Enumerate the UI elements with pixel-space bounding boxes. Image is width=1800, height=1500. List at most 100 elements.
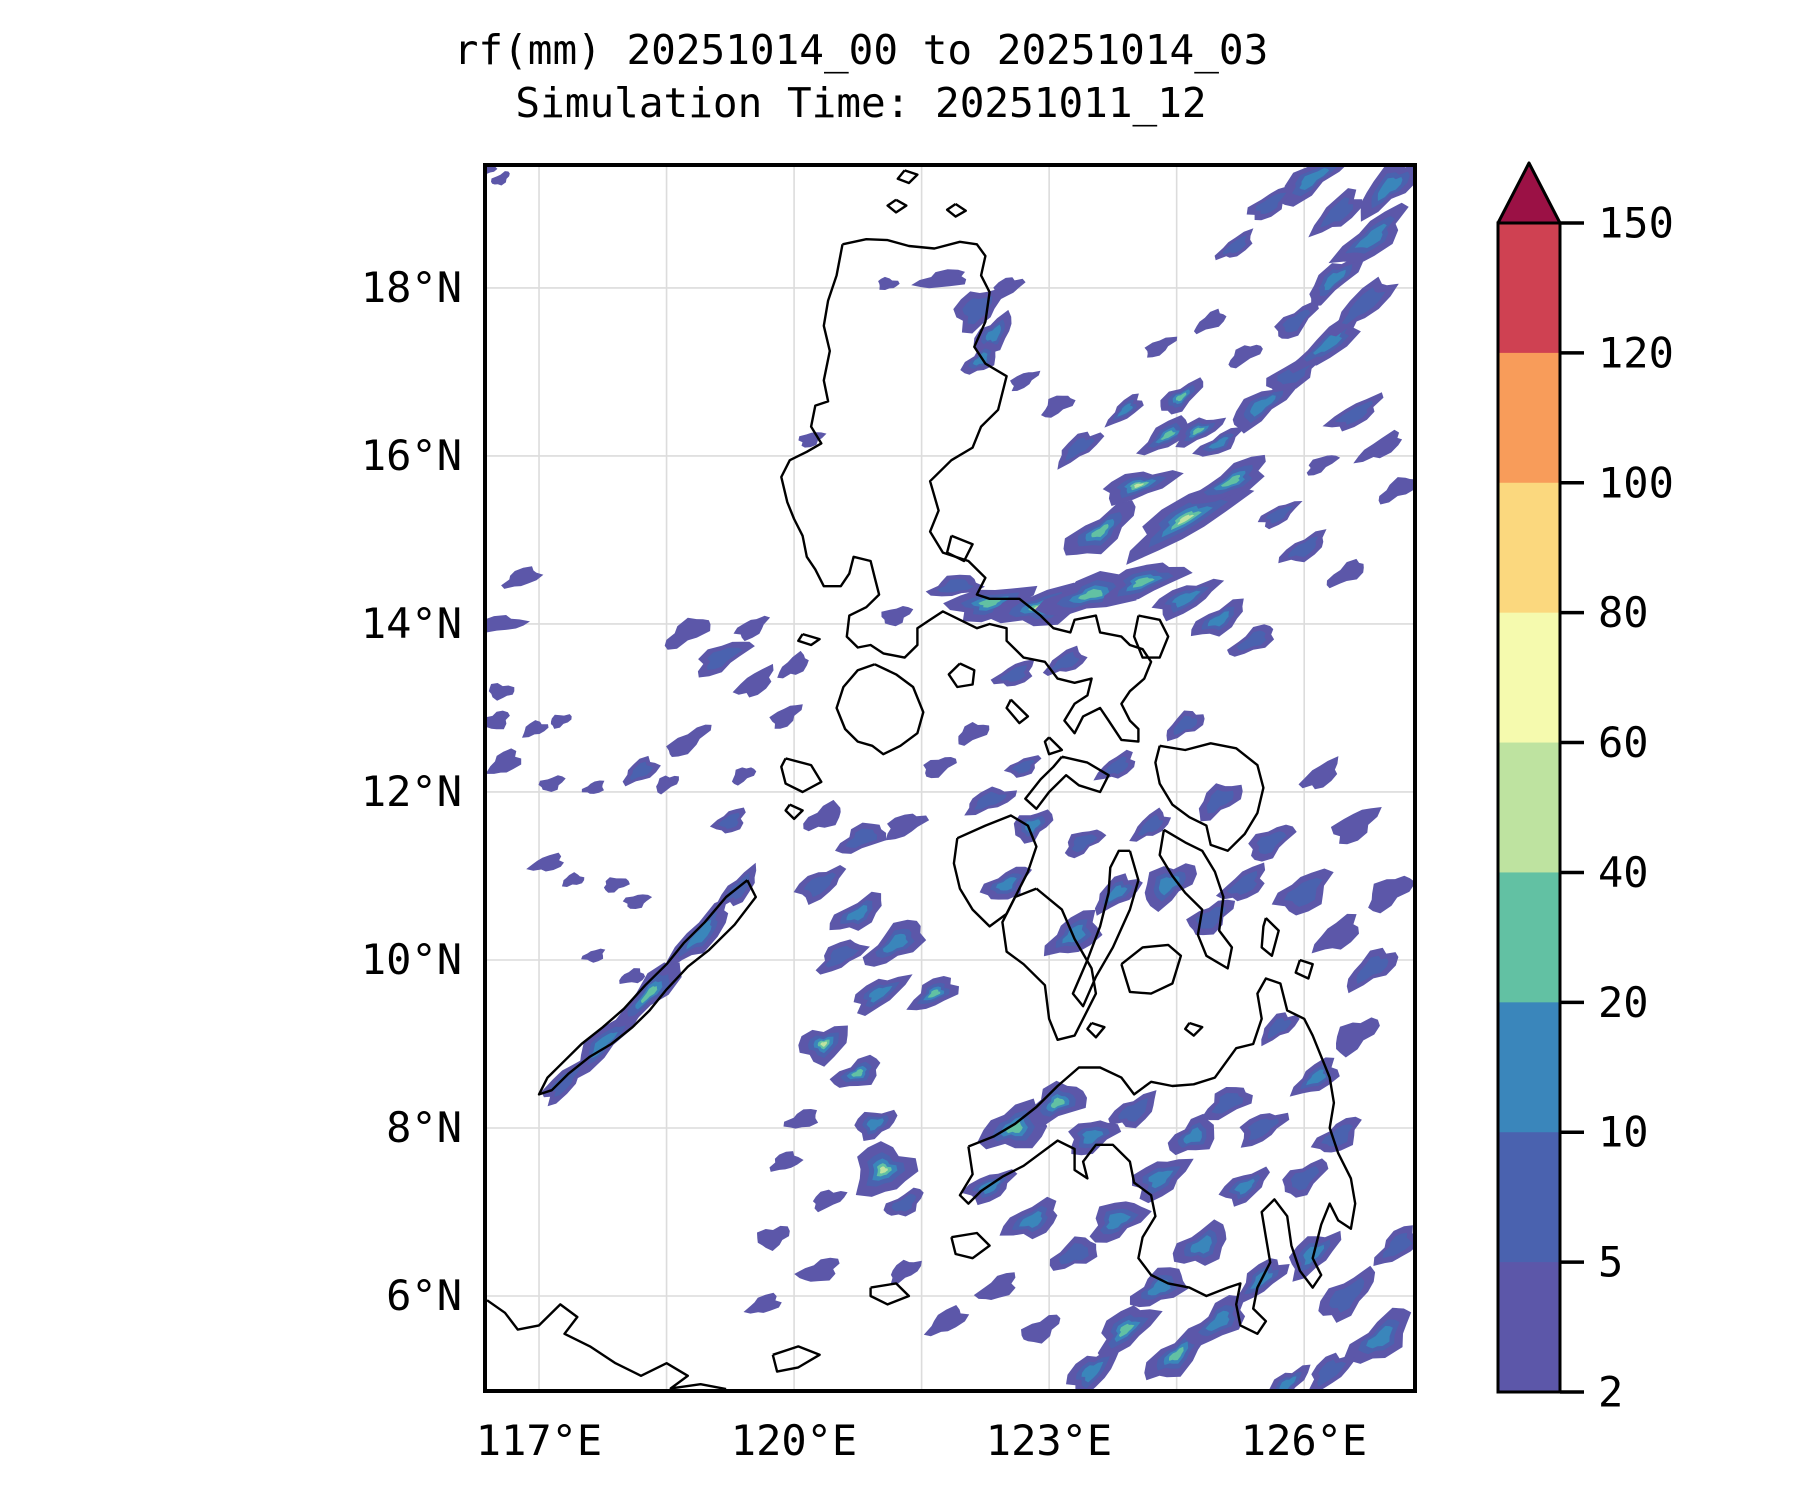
rain-contour (1211, 1093, 1244, 1114)
rain-contour (1284, 877, 1323, 907)
rain-contour (1330, 807, 1382, 845)
rain-contour (1147, 1279, 1171, 1296)
coastline-path (487, 1299, 727, 1389)
rain-contour (526, 852, 564, 872)
rain-contour (1207, 611, 1229, 627)
rain-contour (581, 948, 606, 963)
rain-contour (603, 877, 630, 893)
x-tick-label: 120°E (730, 1416, 858, 1465)
rain-contour (1011, 759, 1035, 774)
rain-contour (973, 791, 1007, 810)
coastline-path (1043, 736, 1064, 756)
rain-contour (1222, 235, 1247, 255)
rain-contour (641, 986, 658, 1004)
rain-contour (1354, 223, 1387, 248)
coastlines (487, 169, 1357, 1389)
rain-contour (1288, 536, 1318, 558)
rain-contour (1226, 870, 1258, 895)
coastline-path (1086, 1021, 1106, 1039)
rain-contour (999, 665, 1028, 682)
rain-contour (717, 812, 740, 829)
rain-contour (707, 647, 743, 670)
rain-contour (1208, 437, 1229, 449)
rain-contour (803, 872, 837, 898)
rain-contour (1319, 197, 1354, 228)
rain-contour (1041, 395, 1076, 418)
coastline-path (950, 1231, 991, 1260)
colorbar-tick-label: 80 (1598, 588, 1649, 637)
colorbar-segment (1498, 1002, 1560, 1133)
colorbar-segment (1498, 223, 1560, 354)
colorbar-segment (1498, 1132, 1560, 1263)
rain-contour (1065, 437, 1095, 462)
rain-contour (911, 269, 967, 289)
rain-contour (1306, 455, 1341, 476)
rain-contour (1220, 474, 1241, 487)
colorbar-tick-label: 120 (1598, 328, 1674, 377)
rain-contour (1378, 477, 1413, 505)
rain-contour (1108, 885, 1128, 902)
rain-contour (1192, 427, 1205, 435)
coastline-path (869, 1282, 911, 1306)
rain-contour (561, 872, 585, 887)
coastline-path (1005, 698, 1030, 725)
rain-contour (1106, 1212, 1131, 1230)
rain-contour (1255, 192, 1287, 214)
rain-contour (732, 663, 774, 698)
x-tick-label: 126°E (1240, 1416, 1368, 1465)
rain-contour (825, 945, 859, 968)
rain-contour (1282, 309, 1311, 333)
rain-contour (550, 714, 572, 729)
colorbar-over-arrow (1496, 161, 1562, 225)
rain-contour (1366, 1325, 1393, 1349)
rain-contour (978, 598, 1002, 608)
y-tick-label: 18°N (360, 263, 462, 312)
rain-contour (937, 579, 974, 593)
rain-contour (1019, 1211, 1043, 1228)
rain-contour (1317, 1359, 1347, 1387)
rain-contour (1279, 1376, 1297, 1389)
rain-contour (686, 919, 712, 950)
rain-contour (1010, 370, 1041, 392)
rain-contour (1326, 558, 1364, 589)
rain-contour (501, 566, 544, 589)
colorbar-segment (1498, 872, 1560, 1003)
rain-contour (664, 617, 711, 650)
rain-contour (1234, 1178, 1255, 1195)
colorbar-tick-label: 10 (1598, 1108, 1649, 1157)
coastline-path (947, 662, 976, 689)
rain-contour (1118, 1323, 1135, 1338)
rain-contour (878, 276, 900, 290)
rain-contour (1021, 1314, 1061, 1344)
colorbar-tick-label: 20 (1598, 978, 1649, 1027)
rain-contour (1356, 955, 1389, 984)
rain-contour (487, 167, 498, 174)
rain-contour (550, 1064, 582, 1097)
rain-contour (973, 1272, 1016, 1300)
rain-contour (1265, 506, 1294, 524)
coastline-path (1154, 742, 1265, 852)
rain-contour (812, 1189, 848, 1213)
coastline-path (1120, 943, 1183, 995)
rain-contour (1382, 1232, 1413, 1259)
coastline-path (1260, 917, 1280, 957)
rain-contour (1081, 1361, 1104, 1383)
rain-contour (1195, 906, 1226, 929)
rainfall-contours (487, 167, 1413, 1389)
colorbar-tick-label: 60 (1598, 718, 1649, 767)
rain-contour (743, 1292, 782, 1314)
coastline-path (771, 1345, 821, 1373)
rain-contour (733, 615, 771, 642)
rain-contour (879, 1166, 888, 1174)
rain-contour (619, 968, 646, 984)
rain-contour (522, 720, 549, 738)
rain-contour (995, 877, 1017, 891)
coastline-path (797, 632, 821, 647)
rain-contour (538, 775, 566, 792)
rain-contour (629, 761, 654, 781)
rain-contour (1160, 430, 1176, 440)
y-tick-label: 6°N (386, 1271, 462, 1320)
coastline-path (1001, 887, 1098, 1041)
rain-contour (1176, 392, 1187, 402)
